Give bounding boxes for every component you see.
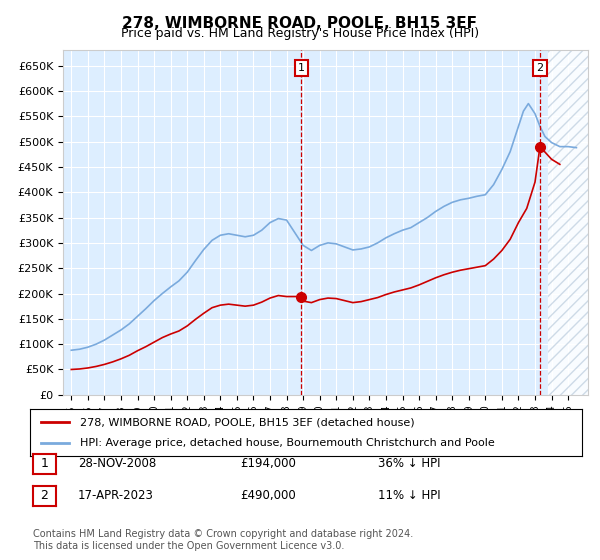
Text: 2: 2	[536, 63, 544, 73]
Text: 278, WIMBORNE ROAD, POOLE, BH15 3EF (detached house): 278, WIMBORNE ROAD, POOLE, BH15 3EF (det…	[80, 417, 415, 427]
Bar	[548, 50, 588, 395]
Text: £490,000: £490,000	[240, 489, 296, 502]
Bar	[548, 50, 588, 395]
Text: 278, WIMBORNE ROAD, POOLE, BH15 3EF: 278, WIMBORNE ROAD, POOLE, BH15 3EF	[122, 16, 478, 31]
Text: Contains HM Land Registry data © Crown copyright and database right 2024.
This d: Contains HM Land Registry data © Crown c…	[33, 529, 413, 551]
Text: 17-APR-2023: 17-APR-2023	[78, 489, 154, 502]
Text: 11% ↓ HPI: 11% ↓ HPI	[378, 489, 440, 502]
Text: 1: 1	[298, 63, 305, 73]
Text: 1: 1	[40, 457, 49, 470]
Text: Price paid vs. HM Land Registry's House Price Index (HPI): Price paid vs. HM Land Registry's House …	[121, 27, 479, 40]
Text: HPI: Average price, detached house, Bournemouth Christchurch and Poole: HPI: Average price, detached house, Bour…	[80, 438, 494, 448]
Text: 36% ↓ HPI: 36% ↓ HPI	[378, 457, 440, 470]
Text: 28-NOV-2008: 28-NOV-2008	[78, 457, 156, 470]
Text: £194,000: £194,000	[240, 457, 296, 470]
Text: 2: 2	[40, 489, 49, 502]
